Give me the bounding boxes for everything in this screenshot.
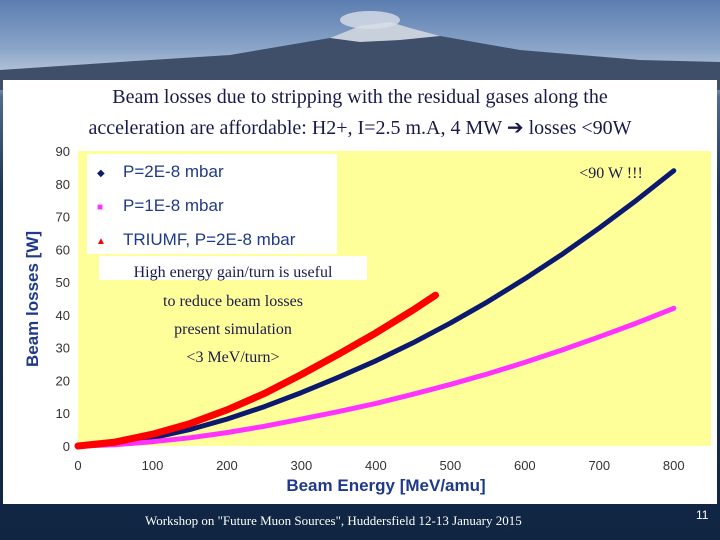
- y-tick-label: 30: [56, 341, 70, 356]
- chart-svg: 0 10 20 30 40 50 60 70 80 90 0 100 200 300 400 500 600 7…: [23, 144, 711, 495]
- x-tick-label: 200: [216, 458, 238, 473]
- title-line-2-start: acceleration are affordable: H2+, I=2.5 …: [88, 117, 502, 139]
- y-tick-label: 0: [63, 439, 70, 454]
- arrow-right-icon: ➔: [506, 117, 524, 139]
- annotation-max: <90 W !!!: [579, 165, 643, 182]
- y-tick-label: 50: [56, 275, 70, 290]
- x-tick-label: 500: [440, 458, 462, 473]
- y-tick-label: 10: [56, 406, 70, 421]
- series-line-0: [79, 168, 677, 449]
- annotation-note-4: <3 MeV/turn>: [186, 349, 279, 366]
- x-tick-label: 100: [142, 458, 164, 473]
- slide-title-line-2: acceleration are affordable: H2+, I=2.5 …: [3, 115, 717, 140]
- annotation-note-3: present simulation: [174, 321, 292, 338]
- series-line-2: [74, 291, 439, 450]
- x-tick-label: 600: [514, 458, 536, 473]
- x-axis-label: Beam Energy [MeV/amu]: [286, 476, 485, 495]
- y-axis-label: Beam losses [W]: [23, 231, 42, 367]
- y-tick-label: 90: [56, 146, 70, 159]
- footer-text: Workshop on "Future Muon Sources", Hudde…: [145, 513, 522, 528]
- y-axis-ticks: 0 10 20 30 40 50 60 70 80 90: [56, 144, 70, 454]
- page-number: 11: [696, 508, 709, 522]
- x-tick-label: 700: [588, 458, 610, 473]
- series-line-1: [79, 305, 677, 449]
- chart-container: 0 10 20 30 40 50 60 70 80 90 0 100 200 300 400 500 600 7…: [3, 144, 717, 504]
- x-tick-label: 0: [74, 458, 81, 473]
- legend-marker-triumf: ▲: [96, 236, 106, 247]
- title-box: Beam losses due to stripping with the re…: [3, 80, 717, 148]
- slide-title-line-1: Beam losses due to stripping with the re…: [112, 86, 608, 108]
- legend-marker-p2e8: ◆: [97, 168, 105, 179]
- annotation-note-1: High energy gain/turn is useful: [134, 264, 333, 281]
- legend-label-p2e8: P=2E-8 mbar: [123, 162, 224, 181]
- annotation-bg: [99, 256, 367, 280]
- x-tick-label: 300: [291, 458, 313, 473]
- legend-label-p1e8: P=1E-8 mbar: [123, 196, 224, 215]
- y-tick-label: 70: [56, 210, 70, 225]
- background-mountain: [0, 11, 720, 90]
- series-group: [74, 168, 677, 450]
- x-axis-ticks: 0 100 200 300 400 500 600 700 800: [74, 458, 684, 473]
- y-tick-label: 20: [56, 373, 70, 388]
- legend-marker-p1e8: ■: [97, 202, 103, 213]
- annotation-note-2: to reduce beam losses: [163, 293, 303, 310]
- x-tick-label: 800: [663, 458, 685, 473]
- title-line-2-end: losses <90W: [528, 117, 632, 139]
- y-tick-label: 80: [56, 177, 70, 192]
- x-tick-label: 400: [365, 458, 387, 473]
- legend-label-triumf: TRIUMF, P=2E-8 mbar: [123, 230, 296, 249]
- y-tick-label: 40: [56, 308, 70, 323]
- y-tick-label: 60: [56, 242, 70, 257]
- legend-box: [87, 154, 337, 254]
